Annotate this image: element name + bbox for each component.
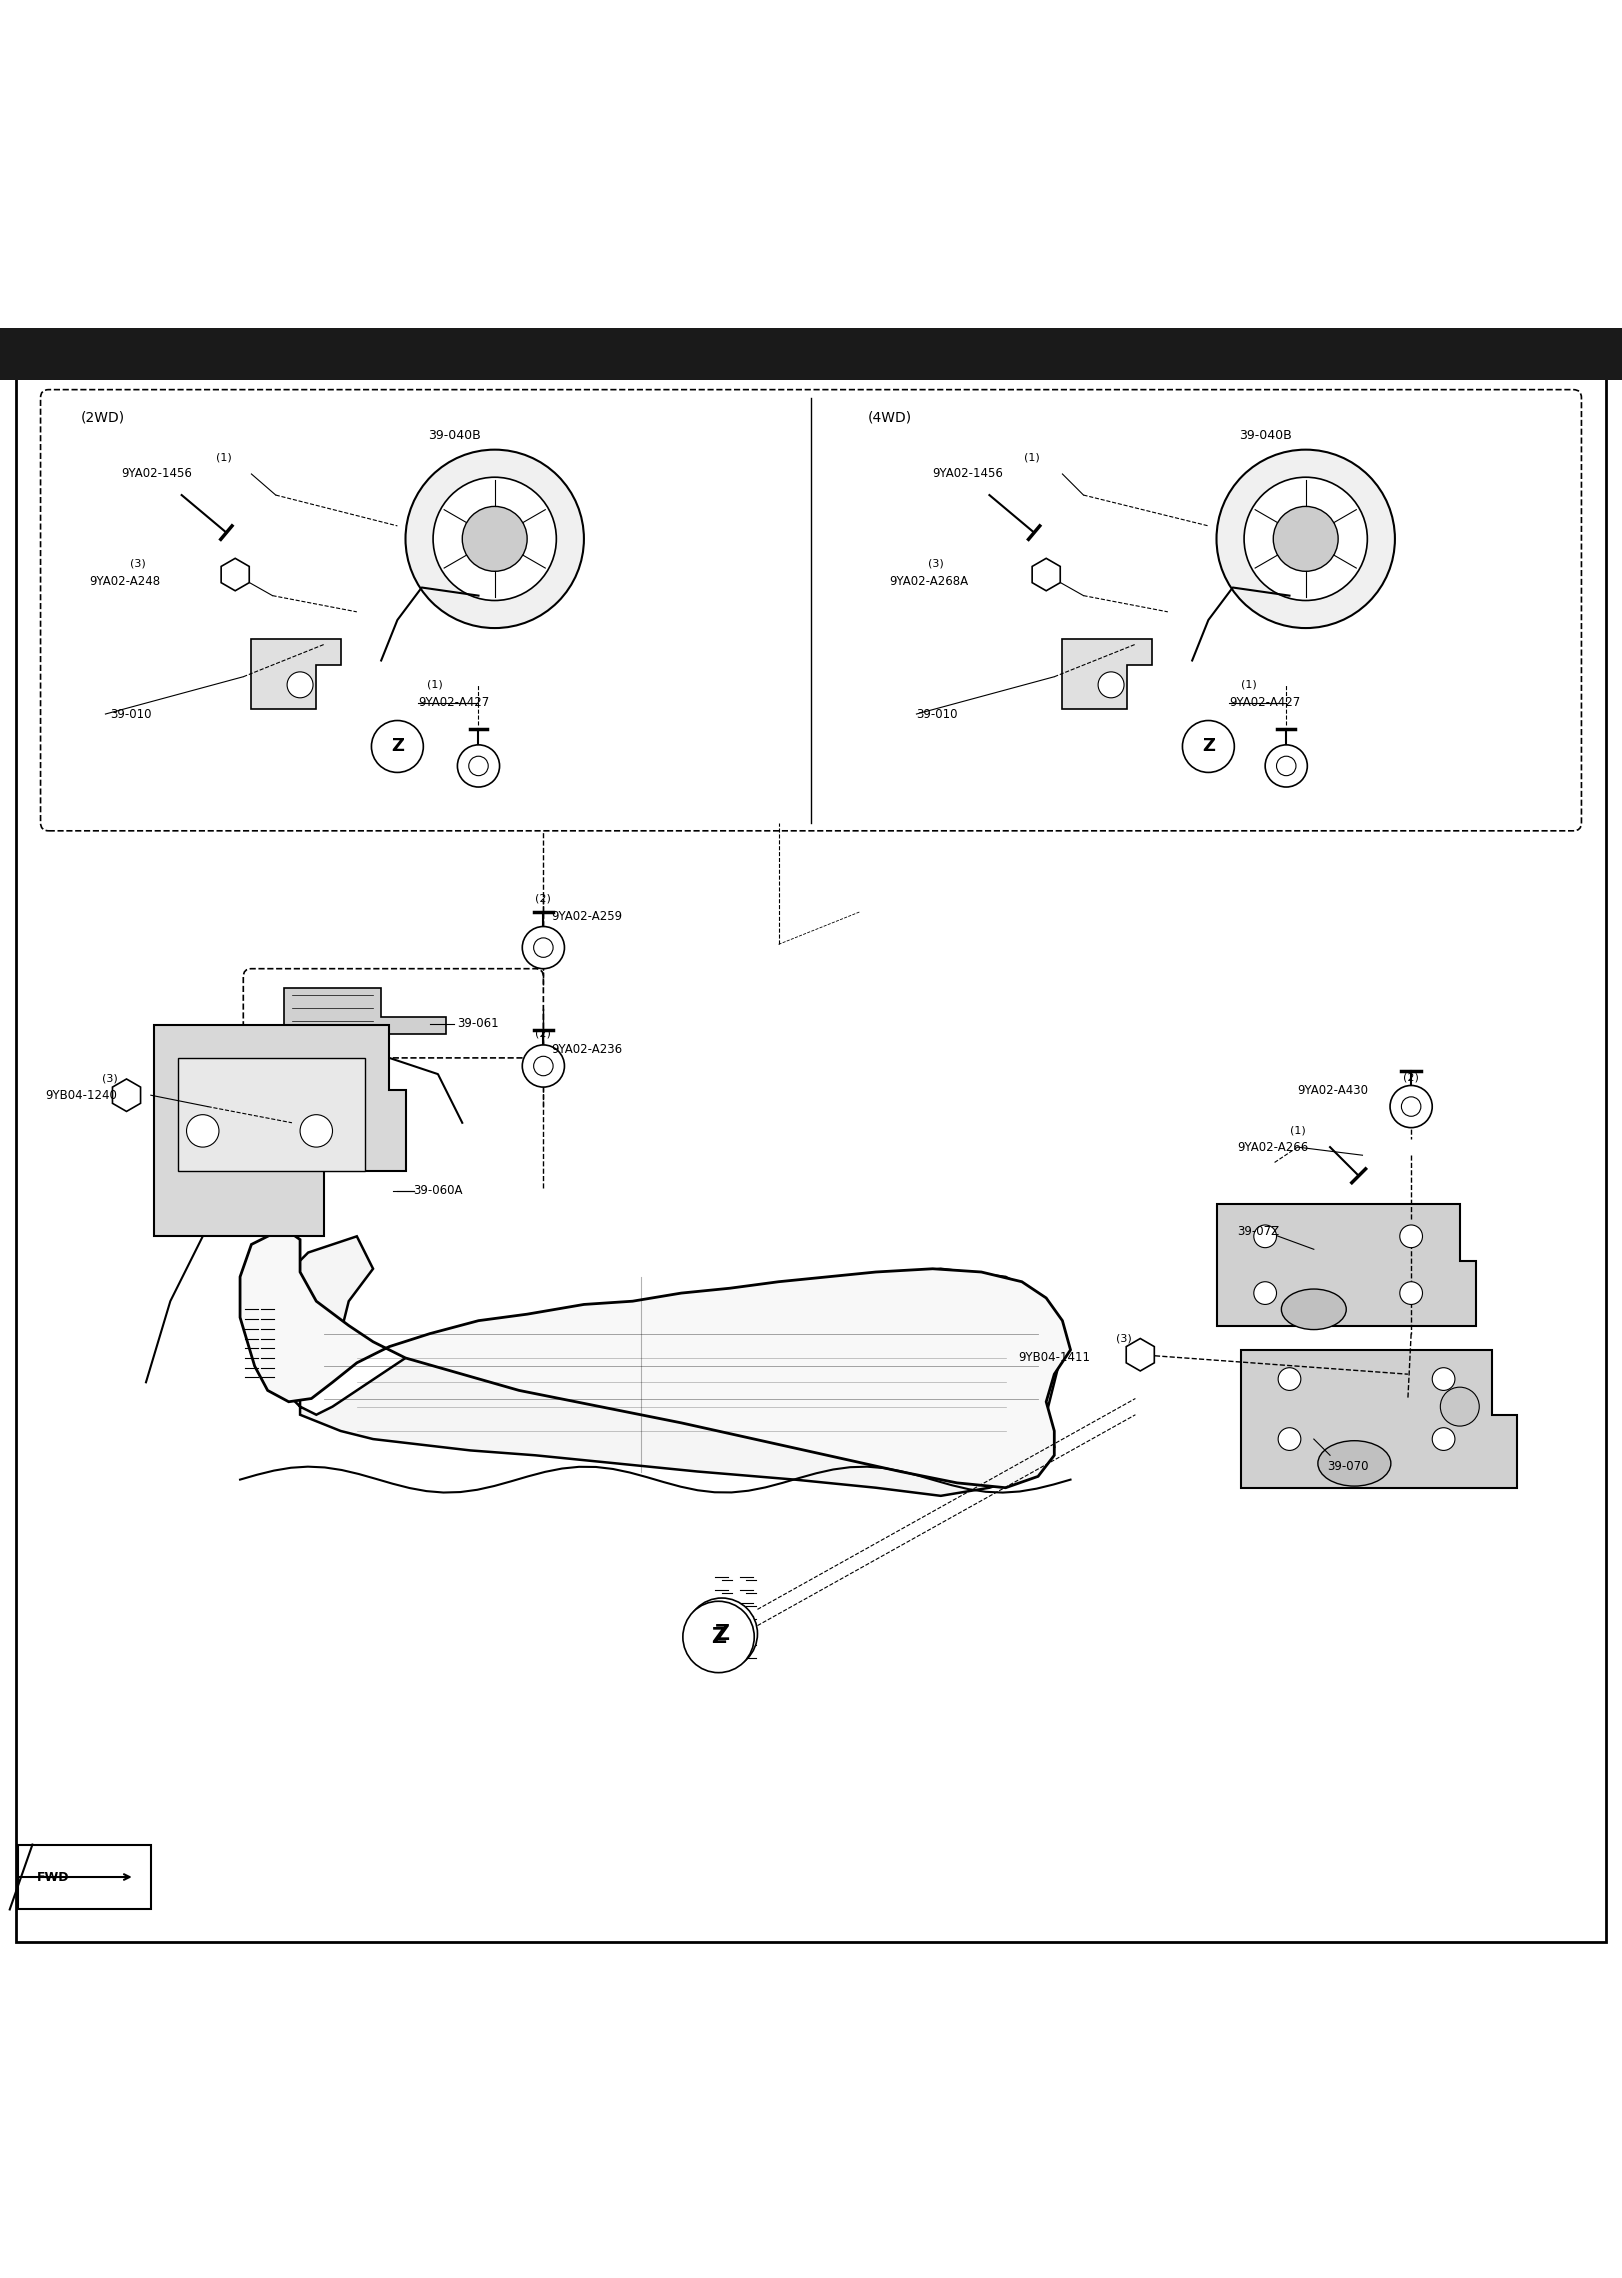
Text: (1): (1) xyxy=(1289,1125,1306,1137)
Polygon shape xyxy=(284,989,446,1034)
Circle shape xyxy=(1244,476,1367,601)
Text: (2): (2) xyxy=(535,893,551,904)
Text: 39-040B: 39-040B xyxy=(1239,428,1291,442)
Text: 9YB04-1240: 9YB04-1240 xyxy=(45,1089,117,1103)
Circle shape xyxy=(1400,1226,1422,1248)
Circle shape xyxy=(1098,672,1124,697)
Circle shape xyxy=(1182,720,1234,772)
Circle shape xyxy=(686,1599,757,1670)
Text: Z: Z xyxy=(714,1624,730,1645)
Circle shape xyxy=(522,927,564,968)
Text: 39-010: 39-010 xyxy=(110,708,152,720)
Circle shape xyxy=(1400,1283,1422,1305)
Polygon shape xyxy=(1032,558,1061,590)
Circle shape xyxy=(1440,1387,1479,1426)
Circle shape xyxy=(534,939,553,957)
Text: (2): (2) xyxy=(535,1030,551,1039)
Text: 39-070: 39-070 xyxy=(1327,1460,1369,1474)
Text: (3): (3) xyxy=(102,1073,118,1084)
Circle shape xyxy=(406,449,584,629)
Circle shape xyxy=(522,1046,564,1087)
Polygon shape xyxy=(154,1025,406,1237)
Circle shape xyxy=(300,1114,333,1148)
Text: (2WD): (2WD) xyxy=(81,410,125,424)
Text: (3): (3) xyxy=(130,558,146,567)
Text: (3): (3) xyxy=(1116,1333,1132,1344)
Text: 9YA02-1456: 9YA02-1456 xyxy=(122,467,193,481)
Polygon shape xyxy=(240,1228,1071,1488)
Text: 39-061: 39-061 xyxy=(457,1018,500,1030)
Polygon shape xyxy=(1241,1351,1517,1488)
FancyBboxPatch shape xyxy=(18,1845,151,1909)
Polygon shape xyxy=(1126,1339,1155,1371)
Ellipse shape xyxy=(1281,1289,1346,1330)
Text: Z: Z xyxy=(391,738,404,756)
FancyBboxPatch shape xyxy=(0,328,1622,380)
Circle shape xyxy=(1254,1226,1277,1248)
Polygon shape xyxy=(1062,640,1152,708)
Circle shape xyxy=(469,756,488,777)
Text: FWD: FWD xyxy=(37,1870,70,1884)
Circle shape xyxy=(1432,1428,1455,1451)
Text: 39-060A: 39-060A xyxy=(414,1185,464,1198)
Circle shape xyxy=(1278,1367,1301,1390)
Circle shape xyxy=(1216,449,1395,629)
Bar xyxy=(178,1057,365,1171)
Circle shape xyxy=(1390,1087,1432,1128)
Text: 9YA02-A430: 9YA02-A430 xyxy=(1298,1084,1369,1096)
Text: 9YA02-A266: 9YA02-A266 xyxy=(1238,1141,1309,1153)
Text: 9YA02-A236: 9YA02-A236 xyxy=(551,1043,623,1057)
Text: 9YA02-1456: 9YA02-1456 xyxy=(933,467,1004,481)
Text: Z: Z xyxy=(710,1626,727,1647)
Text: (1): (1) xyxy=(216,453,232,462)
Circle shape xyxy=(1265,745,1307,786)
Polygon shape xyxy=(260,1237,1062,1497)
Circle shape xyxy=(287,672,313,697)
Circle shape xyxy=(1254,1283,1277,1305)
Circle shape xyxy=(1401,1096,1421,1116)
Text: 9YB04-1411: 9YB04-1411 xyxy=(1019,1351,1090,1365)
Circle shape xyxy=(371,720,423,772)
Text: 9YA02-A248: 9YA02-A248 xyxy=(89,574,161,588)
Circle shape xyxy=(187,1114,219,1148)
Text: (1): (1) xyxy=(427,679,443,690)
Text: 39-010: 39-010 xyxy=(916,708,959,720)
Polygon shape xyxy=(1216,1203,1476,1326)
Circle shape xyxy=(683,1601,754,1672)
Polygon shape xyxy=(251,640,341,708)
Text: (1): (1) xyxy=(1023,453,1040,462)
Text: 9YA02-A259: 9YA02-A259 xyxy=(551,911,623,923)
Polygon shape xyxy=(221,558,250,590)
Text: Z: Z xyxy=(1202,738,1215,756)
Circle shape xyxy=(462,506,527,572)
Text: 39-07Z: 39-07Z xyxy=(1238,1226,1280,1237)
Ellipse shape xyxy=(1317,1440,1390,1485)
Text: 9YA02-A268A: 9YA02-A268A xyxy=(889,574,968,588)
Circle shape xyxy=(457,745,500,786)
Circle shape xyxy=(433,476,556,601)
Polygon shape xyxy=(112,1080,141,1112)
Circle shape xyxy=(534,1057,553,1075)
Text: (2): (2) xyxy=(1403,1073,1419,1082)
Circle shape xyxy=(1273,506,1338,572)
Text: (3): (3) xyxy=(928,558,944,567)
Text: 39-040B: 39-040B xyxy=(428,428,480,442)
Circle shape xyxy=(1277,756,1296,777)
Circle shape xyxy=(1432,1367,1455,1390)
Text: 9YA02-A427: 9YA02-A427 xyxy=(418,697,490,708)
Text: 9YA02-A427: 9YA02-A427 xyxy=(1229,697,1301,708)
Text: (1): (1) xyxy=(1241,679,1257,690)
Circle shape xyxy=(1278,1428,1301,1451)
Text: (4WD): (4WD) xyxy=(868,410,912,424)
